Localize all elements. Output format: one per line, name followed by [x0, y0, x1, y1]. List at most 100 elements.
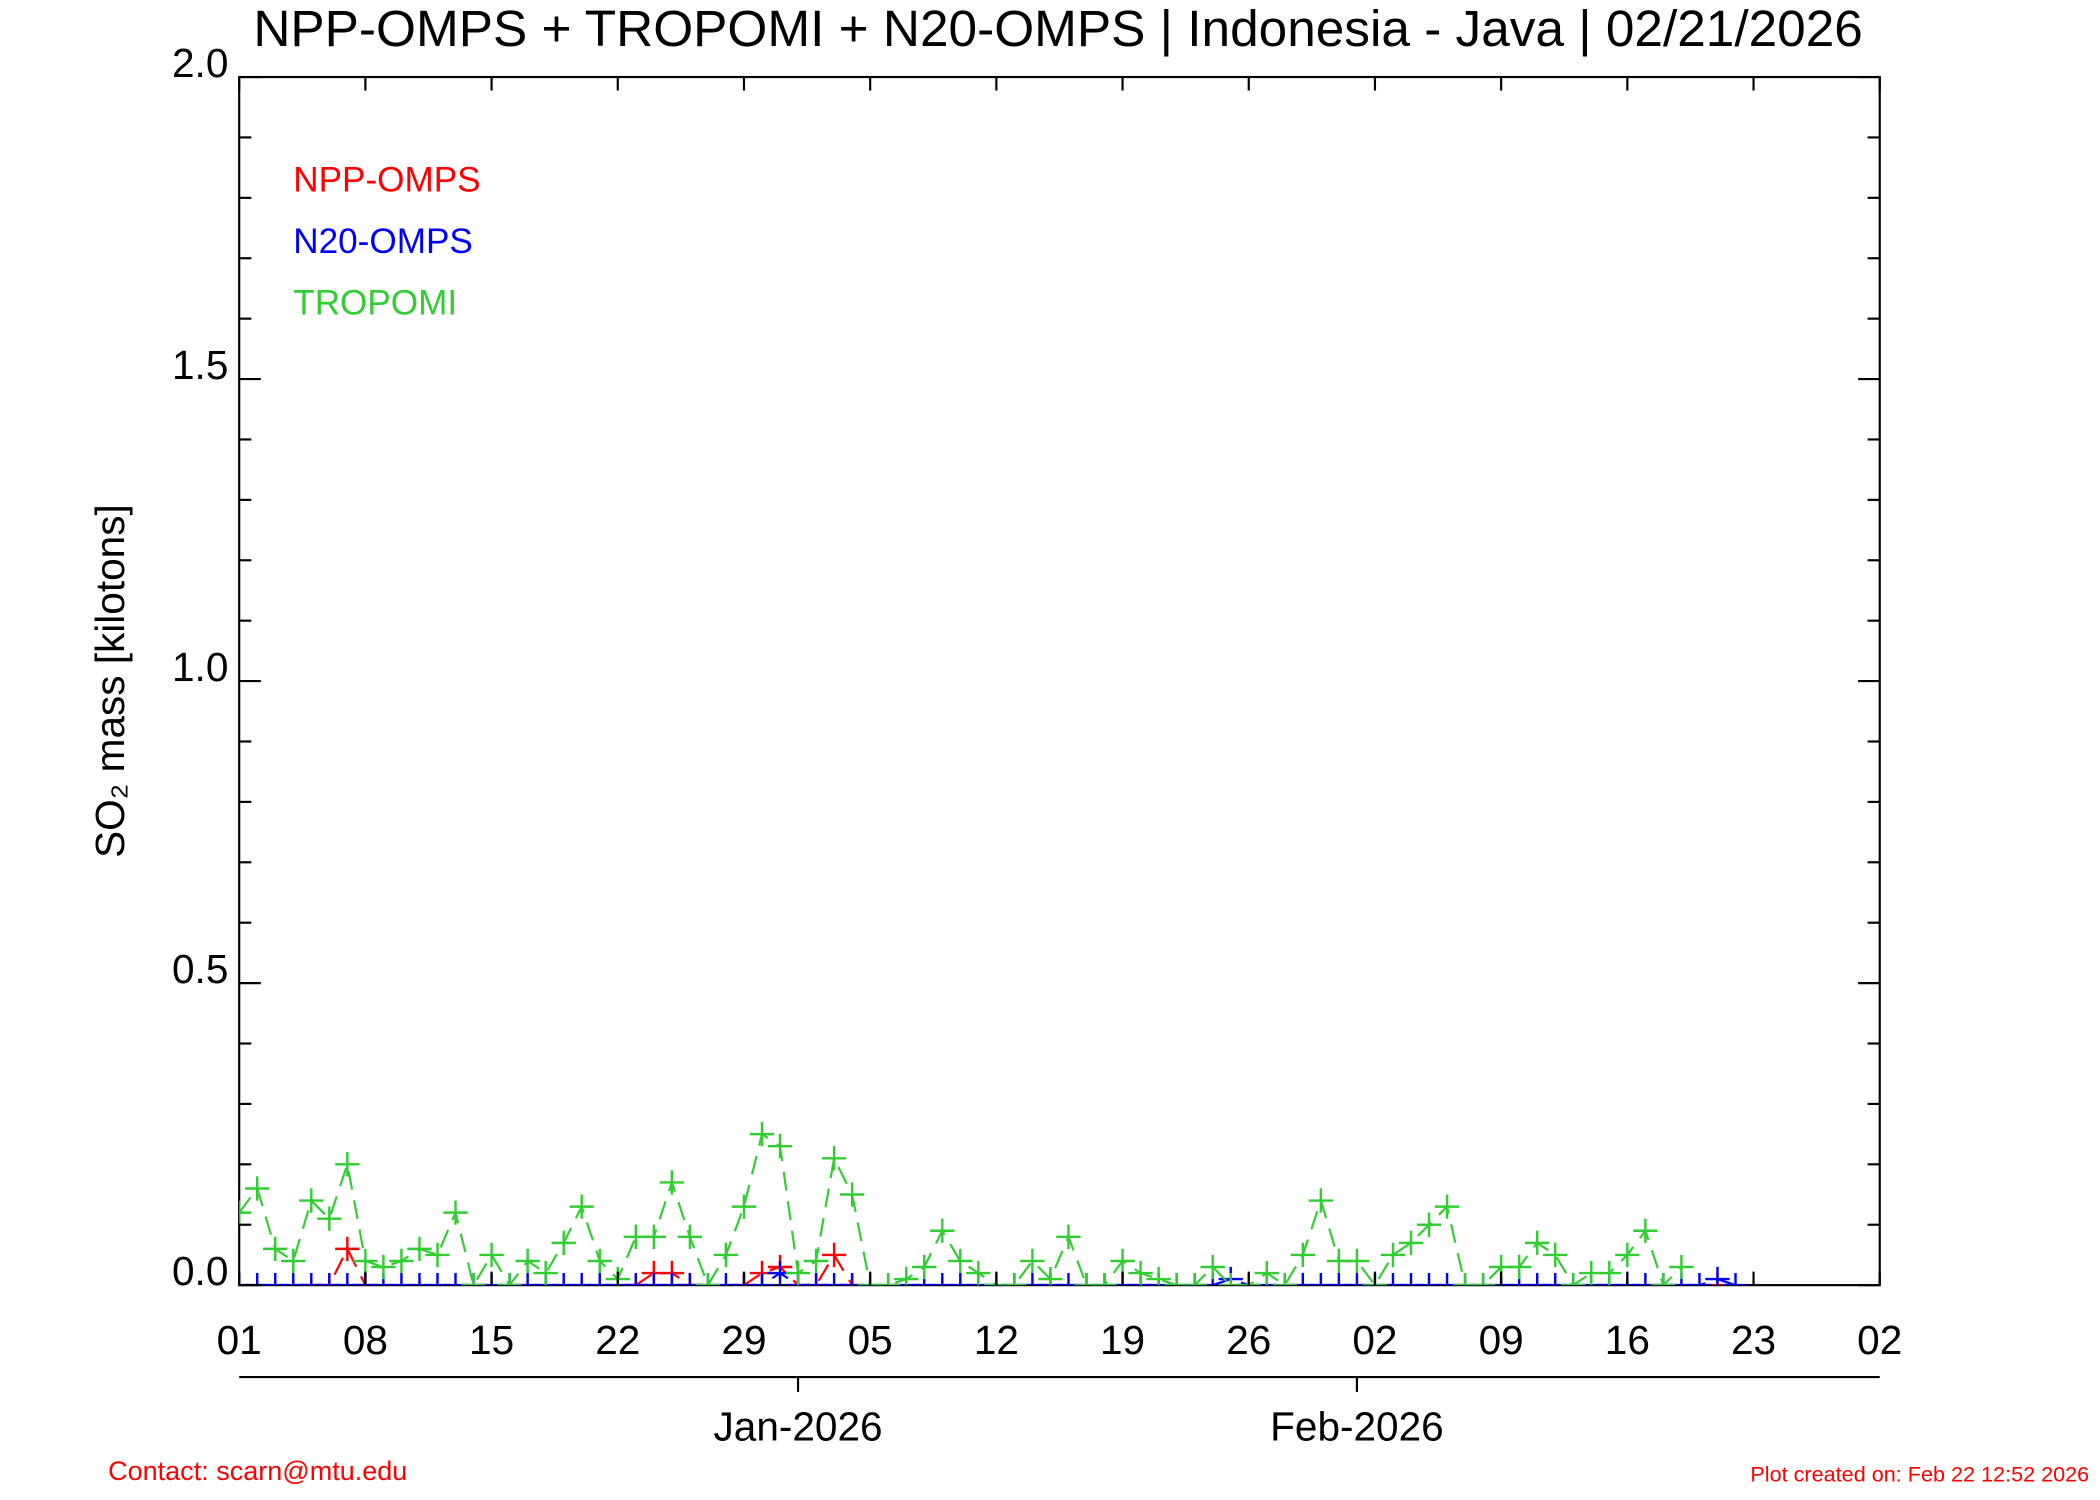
data-point — [425, 1242, 450, 1268]
x-tick-label: 26 — [1226, 1317, 1271, 1363]
data-point — [1128, 1260, 1153, 1286]
x-tick-label: 02 — [1857, 1317, 1902, 1363]
data-point — [1723, 1272, 1748, 1286]
data-point — [1507, 1254, 1532, 1280]
data-point — [587, 1272, 612, 1286]
x-tick-label: 12 — [974, 1317, 1019, 1363]
legend-entry: N20-OMPS — [293, 222, 473, 261]
data-point — [894, 1266, 919, 1286]
legend-entry: TROPOMI — [293, 284, 457, 323]
data-point — [569, 1194, 594, 1219]
x-tick-label: 29 — [721, 1317, 766, 1363]
data-point — [371, 1254, 396, 1280]
data-point — [1398, 1272, 1424, 1286]
created-note: Plot created on: Feb 22 12:52 2026 — [1750, 1461, 2089, 1486]
data-point — [443, 1200, 468, 1225]
y-tick-label: 1.5 — [172, 342, 228, 388]
series-line — [239, 1271, 1736, 1286]
data-point — [1308, 1188, 1334, 1213]
data-point — [569, 1272, 594, 1286]
data-point — [317, 1272, 342, 1286]
y-tick-label: 0.0 — [172, 1248, 228, 1294]
data-point — [1380, 1242, 1406, 1268]
plot-area — [239, 1121, 1748, 1286]
data-point — [281, 1248, 306, 1274]
data-point — [1290, 1272, 1315, 1286]
data-point — [1434, 1272, 1460, 1286]
data-point — [443, 1272, 468, 1286]
data-point — [839, 1272, 865, 1286]
data-point — [1020, 1248, 1045, 1274]
data-point — [245, 1272, 270, 1286]
y-tick-label: 1.0 — [172, 644, 228, 690]
x-tick-label: 08 — [343, 1317, 388, 1363]
data-point — [299, 1272, 324, 1286]
data-point — [1218, 1272, 1243, 1286]
x-tick-label: 19 — [1100, 1317, 1145, 1363]
data-point — [966, 1260, 991, 1286]
x-tick-label: 15 — [469, 1317, 514, 1363]
data-point — [1452, 1272, 1478, 1286]
data-point — [245, 1176, 270, 1201]
x-tick-label: 01 — [217, 1317, 262, 1363]
data-point — [335, 1272, 360, 1286]
data-point — [785, 1260, 811, 1286]
data-point — [497, 1272, 522, 1286]
data-point — [767, 1134, 793, 1159]
y-tick-label: 0.5 — [172, 946, 228, 992]
month-label: Feb-2026 — [1270, 1403, 1444, 1449]
data-point — [659, 1170, 685, 1195]
data-point — [1326, 1272, 1352, 1286]
x-tick-label: 09 — [1479, 1317, 1524, 1363]
data-point — [1092, 1272, 1117, 1286]
data-point — [1056, 1224, 1081, 1249]
data-point — [713, 1272, 739, 1286]
plot-frame — [238, 75, 1881, 1287]
data-point — [353, 1248, 378, 1274]
data-point — [876, 1272, 901, 1286]
data-point — [641, 1224, 666, 1249]
data-point — [677, 1224, 703, 1249]
data-point — [695, 1272, 721, 1286]
data-point — [1597, 1260, 1622, 1286]
x-tick-label: 23 — [1731, 1317, 1776, 1363]
y-axis-label: SO₂ mass [kilotons] — [87, 504, 133, 858]
data-point — [1525, 1272, 1550, 1286]
data-point — [1344, 1248, 1370, 1274]
data-point — [930, 1272, 955, 1286]
data-point — [1056, 1272, 1081, 1286]
data-point — [948, 1272, 973, 1286]
data-point — [839, 1182, 865, 1207]
data-point — [731, 1194, 757, 1219]
data-point — [515, 1248, 540, 1274]
data-point — [1398, 1230, 1424, 1256]
data-point — [930, 1218, 955, 1243]
data-point — [1344, 1272, 1370, 1286]
data-point — [1470, 1272, 1496, 1286]
data-point — [335, 1152, 360, 1177]
month-label: Jan-2026 — [714, 1403, 883, 1449]
data-point — [1669, 1254, 1694, 1280]
x-tick-label: 05 — [848, 1317, 893, 1363]
data-point — [281, 1272, 306, 1286]
data-point — [1525, 1230, 1550, 1256]
data-point — [749, 1121, 775, 1147]
data-point — [335, 1236, 360, 1262]
data-point — [623, 1272, 648, 1286]
data-point — [1380, 1272, 1406, 1286]
data-point — [551, 1272, 576, 1286]
x-tick-label: 02 — [1352, 1317, 1397, 1363]
data-point — [821, 1242, 847, 1268]
y-tick-label: 2.0 — [172, 40, 228, 86]
data-point — [1308, 1272, 1334, 1286]
data-point — [533, 1260, 558, 1286]
data-point — [1633, 1272, 1658, 1286]
data-point — [1146, 1266, 1171, 1286]
data-point — [263, 1272, 288, 1286]
data-point — [407, 1236, 432, 1262]
data-point — [1543, 1272, 1568, 1286]
data-point — [1687, 1272, 1712, 1286]
data-point — [479, 1242, 504, 1268]
data-point — [749, 1272, 775, 1286]
